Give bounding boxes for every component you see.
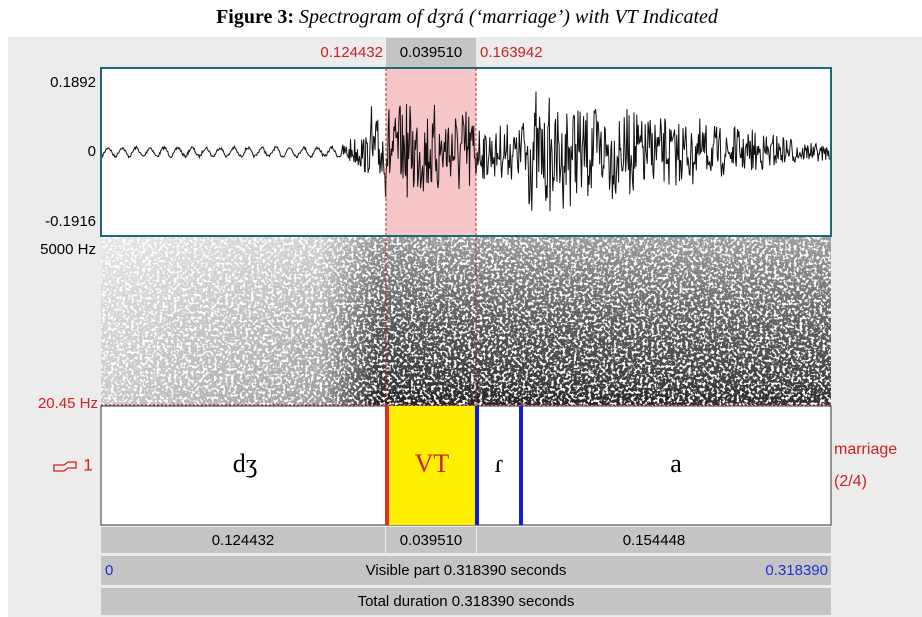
interval-label: ɾ [495,449,504,478]
total-bar[interactable] [101,588,831,615]
visible-start: 0 [105,562,113,579]
pointer-icon [53,461,77,472]
total-label: Total duration 0.318390 seconds [358,593,575,610]
selection-end: 0.163942 [480,44,543,61]
visible-end: 0.318390 [765,562,828,579]
duration-cell[interactable] [386,527,476,553]
spectrogram-min: 20.45 Hz [38,395,98,412]
interval-selected[interactable] [388,406,476,525]
visible-bar[interactable] [101,556,831,585]
figure-title: Figure 3: Spectrogram of dʒrá (‘marriage… [216,6,719,28]
spectrogram-noise [101,237,831,405]
figure-caption: Spectrogram of dʒrá (‘marriage’) with VT… [299,6,719,28]
visible-label: Visible part 0.318390 seconds [366,562,567,579]
waveform [101,91,830,212]
waveform-min: -0.1916 [45,213,96,230]
interval-label: VT [415,449,450,478]
spectrogram-max: 5000 Hz [40,241,96,258]
duration-label: 0.039510 [400,532,463,549]
waveform-zero: 0 [88,143,96,160]
waveform-max: 0.1892 [50,74,96,91]
figure-label: Figure 3: [216,6,294,28]
duration-cell[interactable] [101,527,385,553]
duration-cell[interactable] [477,527,831,553]
selection-box [386,38,476,67]
tier-name: marriage [834,441,897,458]
duration-label: 0.154448 [623,532,686,549]
selection-start: 0.124432 [320,44,383,61]
tier-number[interactable]: 1 [83,455,92,474]
tier-index: (2/4) [834,473,867,490]
waveform-trace [101,91,830,212]
waveform-border [100,67,832,237]
interval-label: a [670,449,682,478]
selection-duration: 0.039510 [400,44,463,61]
interval-label: dʒ [233,449,258,478]
duration-label: 0.124432 [212,532,275,549]
waveform-selection [386,68,476,236]
